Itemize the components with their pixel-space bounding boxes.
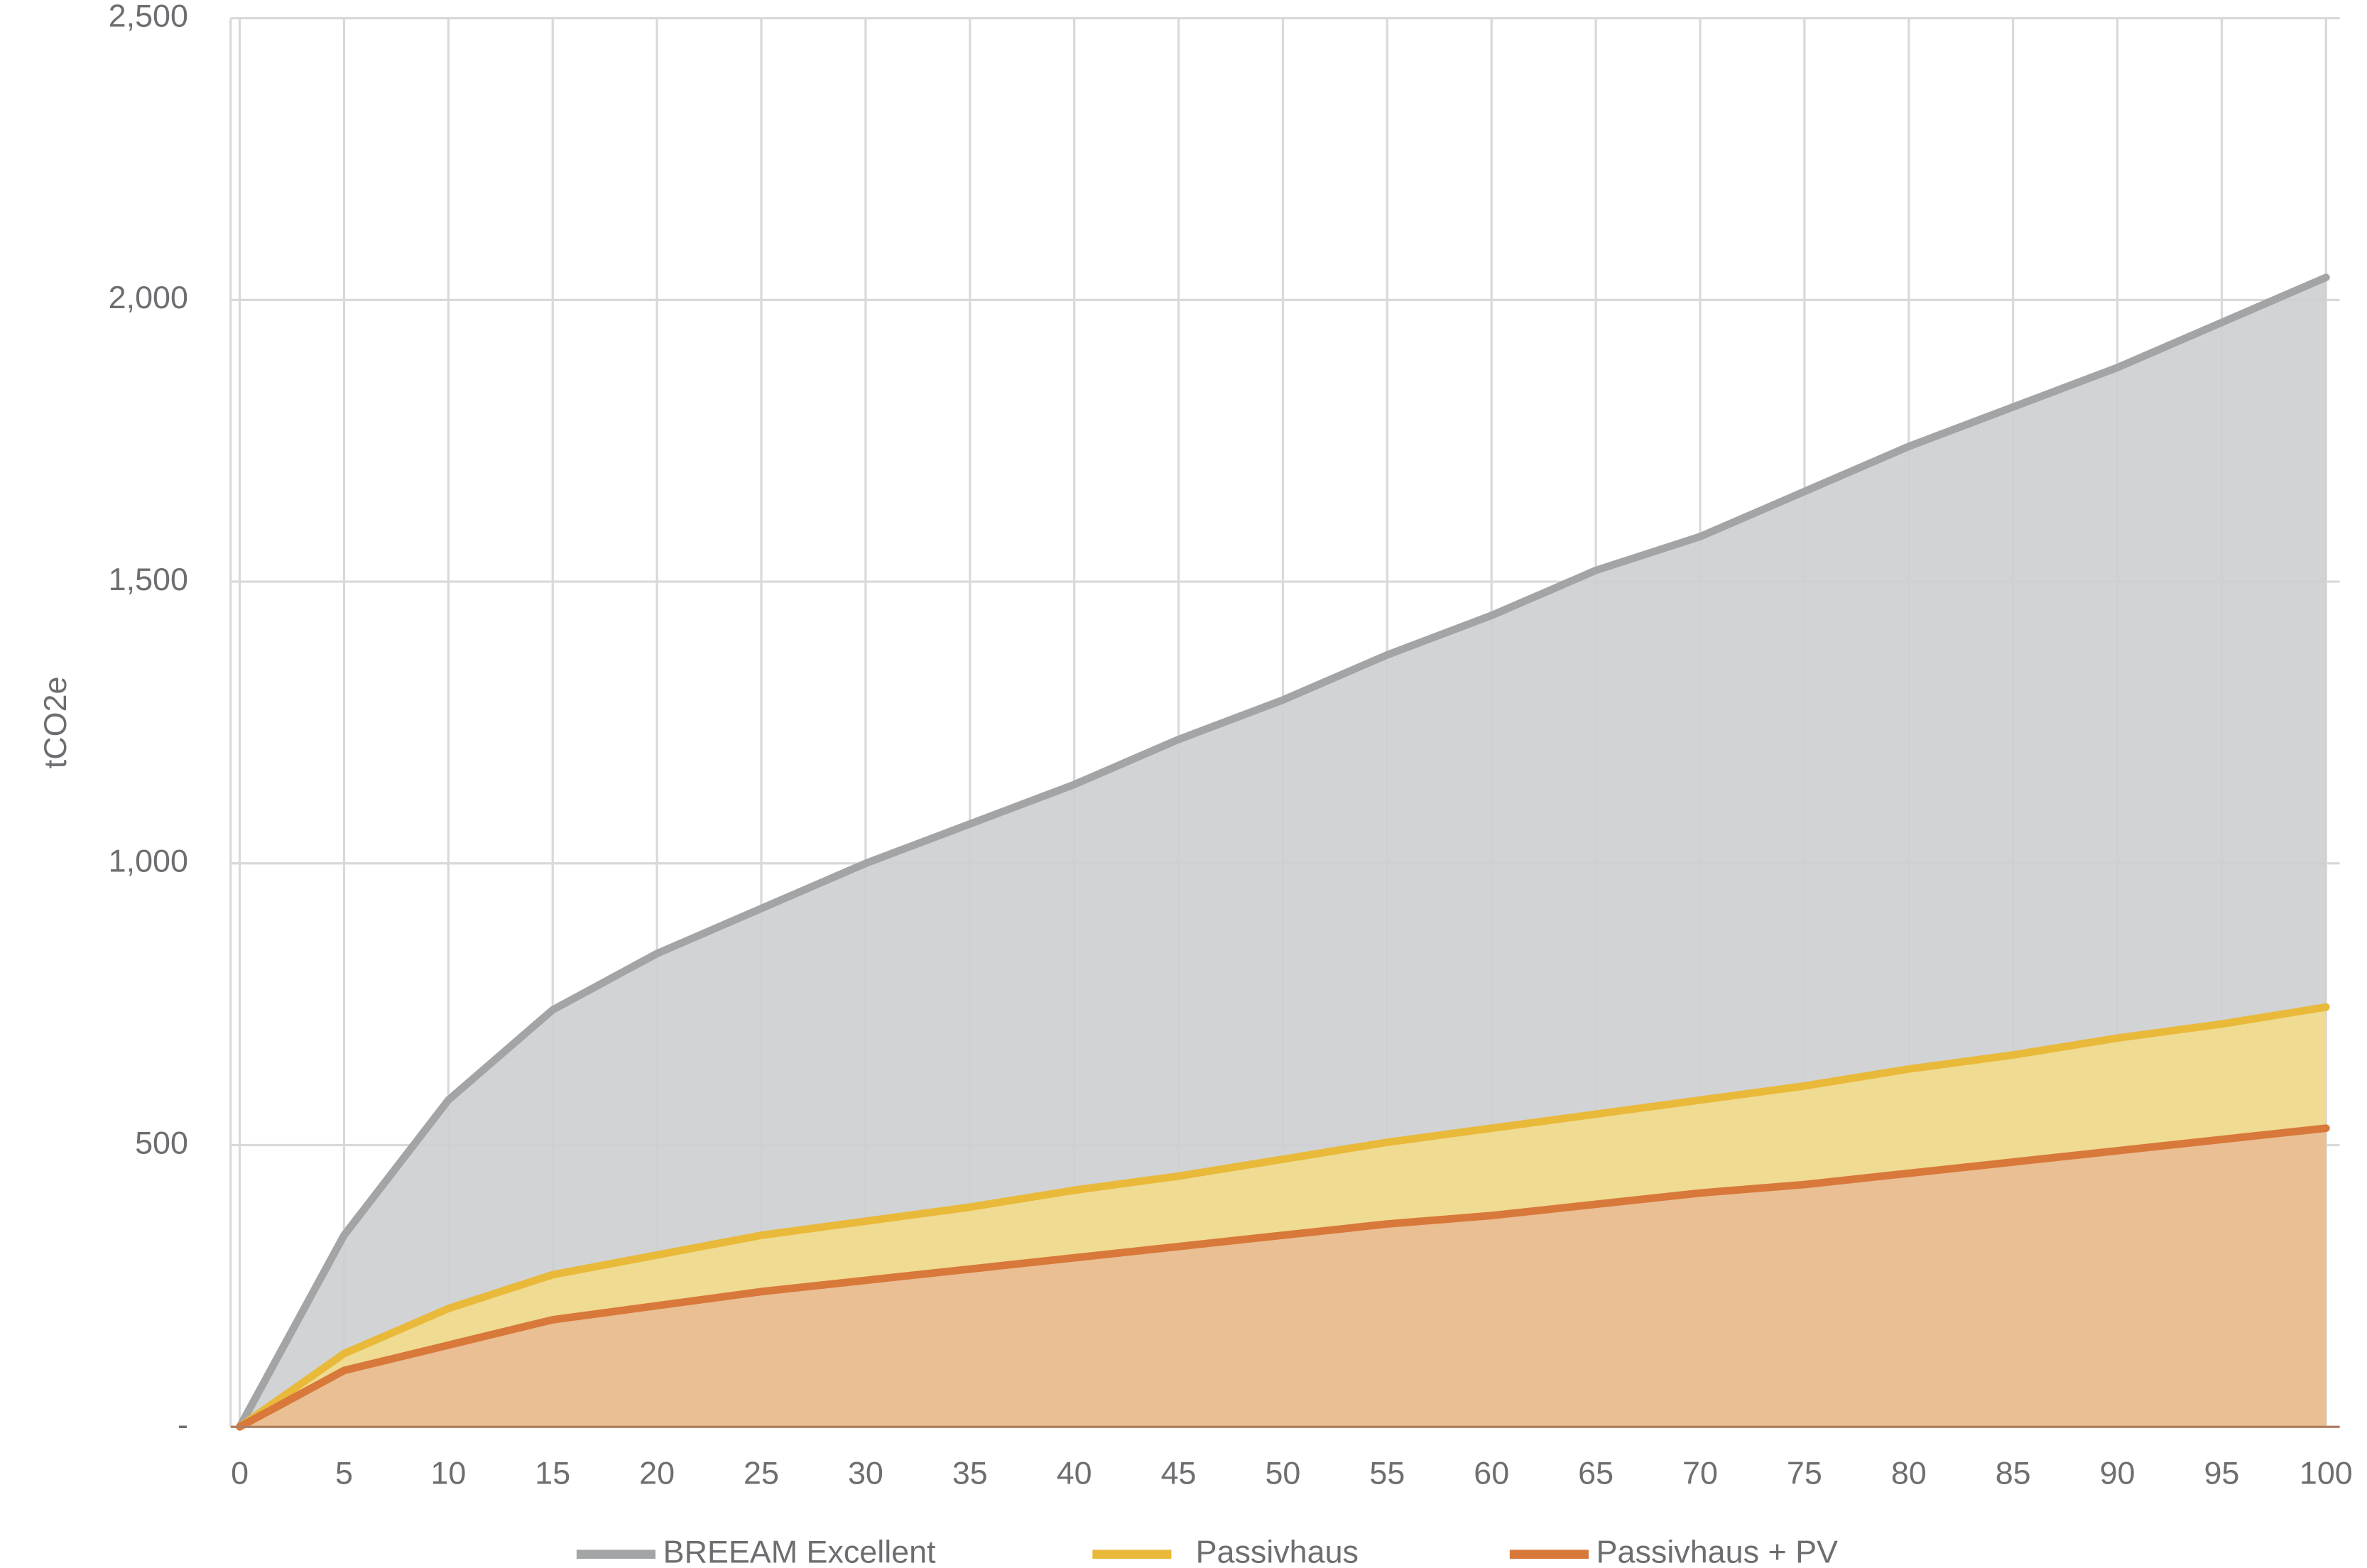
x-tick-label: 65 [1578, 1454, 1614, 1491]
y-axis-label: tCO2e [37, 677, 73, 769]
line [236, 1003, 2330, 1431]
y-tick-label: 1,500 [109, 561, 188, 597]
x-tick-label: 35 [952, 1454, 988, 1491]
legend-label: BREEAM Excellent [663, 1534, 936, 1568]
x-tick-label: 75 [1787, 1454, 1822, 1491]
x-tick-label: 80 [1891, 1454, 1927, 1491]
x-tick-label: 5 [335, 1454, 353, 1491]
x-tick-label: 50 [1265, 1454, 1300, 1491]
x-tick-label: 85 [1996, 1454, 2031, 1491]
x-tick-label: 70 [1682, 1454, 1718, 1491]
x-tick-label: 20 [639, 1454, 675, 1491]
legend-label: Passivhaus [1196, 1534, 1359, 1568]
x-tick-label: 0 [231, 1454, 249, 1491]
x-tick-label: 90 [2100, 1454, 2135, 1491]
x-tick-label: 95 [2204, 1454, 2239, 1491]
x-tick-label: 60 [1474, 1454, 1509, 1491]
x-tick-label: 40 [1057, 1454, 1092, 1491]
legend-label: Passivhaus + PV [1596, 1534, 1838, 1568]
x-tick-label: 100 [2300, 1454, 2353, 1491]
x-tick-label: 10 [430, 1454, 466, 1491]
line [236, 273, 2330, 1431]
y-tick-label: 500 [135, 1124, 188, 1160]
area [239, 1128, 2327, 1427]
x-tick-label: 15 [535, 1454, 570, 1491]
y-tick-label: 2,500 [109, 0, 188, 34]
line [236, 1124, 2330, 1431]
x-tick-label: 30 [848, 1454, 883, 1491]
x-tick-label: 25 [744, 1454, 779, 1491]
x-tick-label: 45 [1161, 1454, 1197, 1491]
y-tick-label: 1,000 [109, 843, 188, 879]
x-tick-label: 55 [1369, 1454, 1405, 1491]
y-tick-label: - [178, 1406, 188, 1442]
y-tick-label: 2,000 [109, 279, 188, 315]
